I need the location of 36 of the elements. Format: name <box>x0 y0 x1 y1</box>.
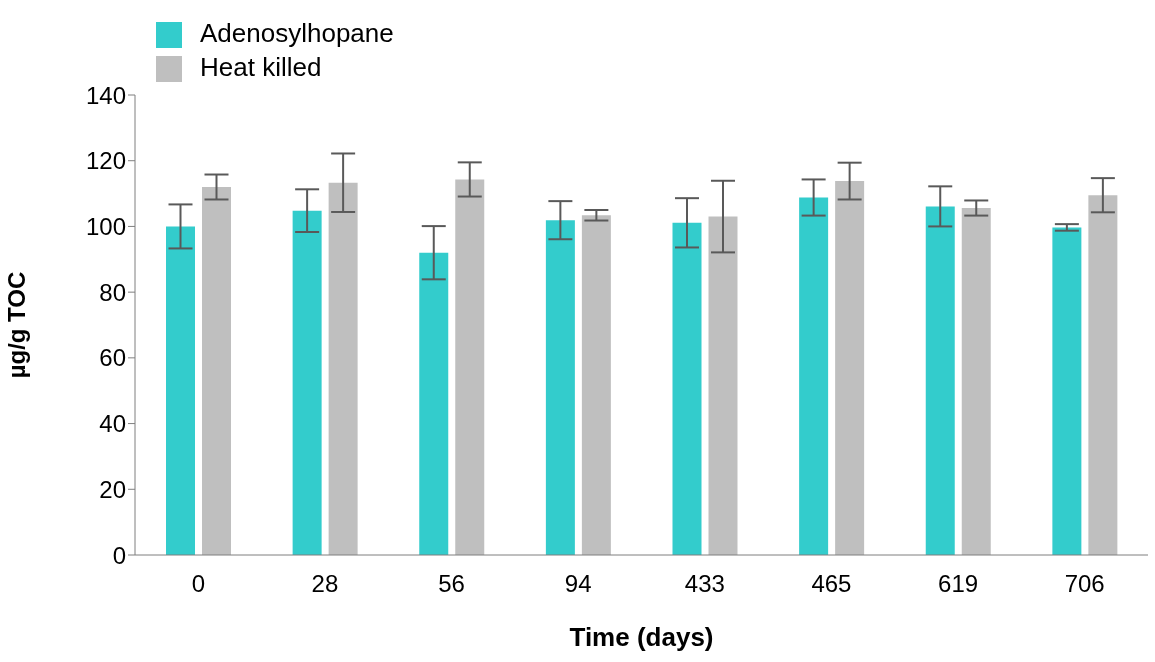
bar <box>419 252 449 555</box>
x-tick-label: 28 <box>311 570 339 598</box>
x-tick-label: 619 <box>938 570 979 598</box>
y-tick-label: 60 <box>99 344 126 372</box>
bar <box>1088 195 1118 555</box>
y-axis-title: µg/g TOC <box>2 271 30 379</box>
bar <box>708 216 738 555</box>
y-tick-label: 20 <box>99 475 126 503</box>
x-tick-label: 706 <box>1064 570 1105 598</box>
x-tick-label: 94 <box>564 570 592 598</box>
y-tick-label: 0 <box>112 541 126 569</box>
y-tick-label: 100 <box>85 212 126 240</box>
bar <box>672 222 702 555</box>
bar <box>581 215 611 555</box>
x-axis-title: Time (days) <box>569 622 714 652</box>
y-tick-label: 80 <box>99 278 126 306</box>
x-tick-label: 465 <box>811 570 852 598</box>
bar <box>455 179 485 555</box>
y-tick-label: 40 <box>99 410 126 438</box>
legend-label: Heat killed <box>200 52 322 82</box>
bar <box>328 182 358 555</box>
x-tick-label: 0 <box>191 570 205 598</box>
legend-label: Adenosylhopane <box>200 18 394 48</box>
bar <box>545 220 575 555</box>
bar <box>292 210 322 555</box>
y-tick-label: 140 <box>85 81 126 109</box>
x-tick-label: 56 <box>438 570 465 598</box>
y-tick-label: 120 <box>85 147 126 175</box>
bar <box>1052 227 1082 555</box>
bar <box>961 208 991 555</box>
bar <box>166 226 195 555</box>
x-tick-label: 433 <box>684 570 725 598</box>
bar <box>799 197 829 555</box>
bar <box>835 181 865 555</box>
bar <box>925 206 955 555</box>
bar <box>202 187 231 555</box>
